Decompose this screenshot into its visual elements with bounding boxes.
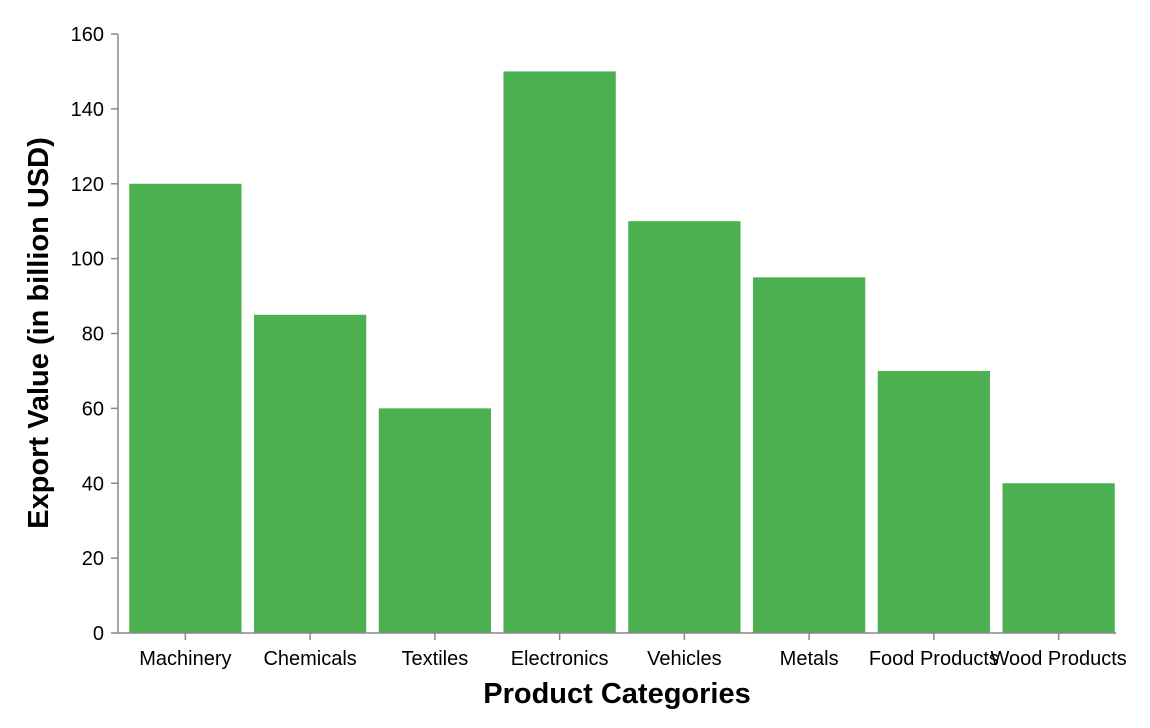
x-axis-title: Product Categories (483, 678, 751, 710)
x-tick-label: Textiles (402, 648, 469, 670)
y-tick-label: 20 (82, 548, 104, 570)
x-tick-label: Vehicles (647, 648, 722, 670)
x-tick-label: Food Products (869, 648, 999, 670)
bar-machinery (129, 183, 242, 633)
y-axis-title: Export Value (in billion USD) (23, 137, 55, 529)
x-tick-label: Chemicals (263, 648, 356, 670)
bar-electronics (503, 71, 616, 633)
bar-vehicles (628, 221, 741, 633)
bar-food-products (877, 370, 991, 633)
y-tick-label: 140 (71, 99, 104, 121)
x-tick-label: Electronics (511, 648, 609, 670)
bar-chemicals (253, 314, 367, 633)
x-axis: Machinery Chemicals Textiles Electronics Veh… (118, 632, 1127, 670)
y-tick-label: 100 (71, 249, 104, 271)
y-tick-label: 80 (82, 324, 104, 346)
bar-textiles (378, 408, 492, 633)
y-tick-label: 160 (71, 24, 104, 46)
bar-wood-products (1002, 483, 1115, 633)
bar-metals (752, 277, 866, 633)
y-tick-label: 0 (93, 623, 104, 645)
x-tick-label: Wood Products (990, 648, 1126, 670)
y-tick-label: 40 (82, 473, 104, 495)
x-tick-label: Metals (780, 648, 839, 670)
y-tick-label: 120 (71, 174, 104, 196)
bars-group (129, 71, 1115, 633)
y-axis: 0 20 40 60 80 100 120 140 160 (71, 24, 119, 645)
x-tick-label: Machinery (139, 648, 231, 670)
y-tick-label: 60 (82, 398, 104, 420)
